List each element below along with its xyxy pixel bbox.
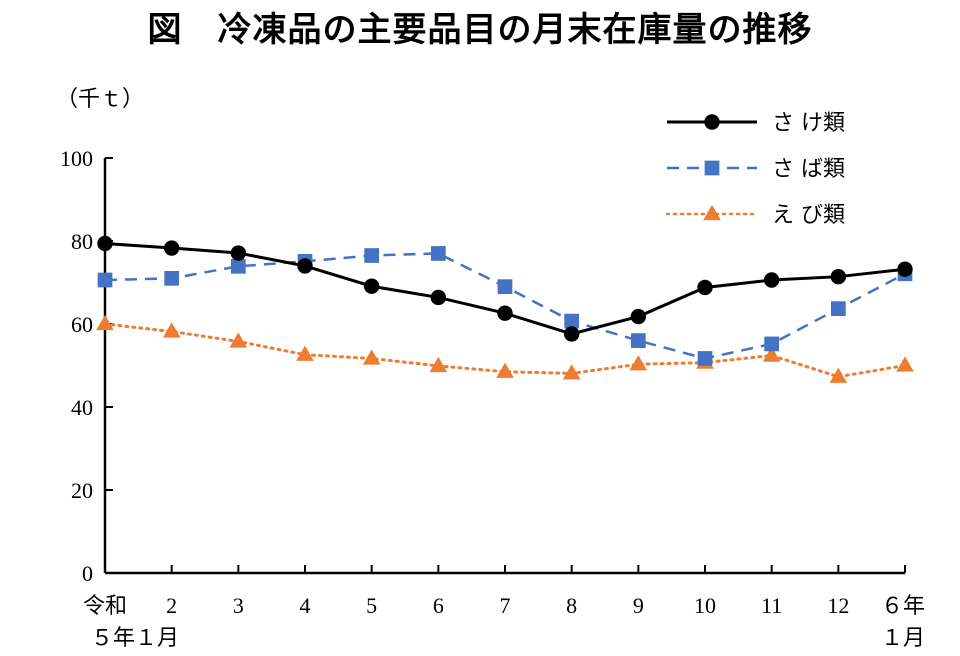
data-point xyxy=(830,268,847,285)
data-point xyxy=(430,246,446,261)
data-point xyxy=(830,301,846,316)
data-point xyxy=(163,240,180,256)
y-tick-label: 60 xyxy=(71,312,93,337)
x-tick-label: 6 xyxy=(433,593,444,618)
x-tick-label: 9 xyxy=(633,593,644,618)
legend-label: さ け類 xyxy=(772,111,845,136)
data-point xyxy=(296,345,314,361)
data-point xyxy=(896,356,914,372)
y-tick-label: 0 xyxy=(82,561,93,586)
data-point xyxy=(363,278,380,294)
axes: 0 20 40 60 80 100 令和 ５年１月 2 3 4 5 6 7 8 9 10 11 12 ６年 １月 xyxy=(60,146,925,650)
series-layer xyxy=(96,235,914,383)
chart-title: 図 冷凍品の主要品目の月末在庫量の推移 xyxy=(147,10,813,50)
data-point xyxy=(764,336,780,352)
data-point xyxy=(829,367,848,383)
data-point xyxy=(230,245,247,261)
data-point xyxy=(630,308,647,325)
x-tick-label: 2 xyxy=(166,593,177,618)
x-tick-label: 8 xyxy=(566,593,577,618)
data-point xyxy=(630,333,646,348)
data-point xyxy=(364,248,380,263)
data-point xyxy=(897,261,913,277)
data-point xyxy=(164,271,180,286)
x-tick-label: 7 xyxy=(500,593,511,618)
data-point xyxy=(562,364,581,380)
x-tick-label: 10 xyxy=(694,593,716,618)
legend: さ け類さ ば類え び類 xyxy=(665,111,845,228)
x-tick-label: ６年 xyxy=(881,593,925,618)
y-tick-label: 40 xyxy=(71,395,93,420)
data-point xyxy=(297,258,313,274)
series-triangle xyxy=(96,314,914,383)
data-point xyxy=(763,272,780,288)
data-point xyxy=(697,351,713,366)
legend-marker xyxy=(704,160,720,176)
legend-label: さ ば類 xyxy=(772,157,845,182)
x-tick-label: ５年１月 xyxy=(91,625,179,650)
x-tick-label: 5 xyxy=(366,593,377,618)
data-point xyxy=(497,279,513,294)
data-point xyxy=(96,314,114,331)
data-point xyxy=(229,332,248,348)
y-tick-label: 100 xyxy=(60,146,93,171)
data-point xyxy=(762,346,781,362)
data-point xyxy=(162,322,181,338)
y-tick-label: 20 xyxy=(71,478,93,503)
legend-entry: え び類 xyxy=(665,203,845,228)
data-point xyxy=(430,289,447,306)
x-tick-label: 3 xyxy=(233,593,244,618)
legend-entry: さ け類 xyxy=(667,111,845,136)
y-axis-unit-label: （千ｔ） xyxy=(56,87,144,112)
legend-label: え び類 xyxy=(772,203,845,228)
data-point xyxy=(563,326,580,342)
data-point xyxy=(496,362,514,378)
x-tick-label: 12 xyxy=(827,593,849,618)
data-point xyxy=(362,349,381,365)
data-point xyxy=(564,313,580,329)
x-tick-label: 11 xyxy=(761,593,782,618)
x-tick-label: １月 xyxy=(881,625,925,650)
data-point xyxy=(629,355,648,371)
y-tick-label: 80 xyxy=(71,229,93,254)
data-point xyxy=(230,258,246,274)
data-point xyxy=(429,356,448,373)
legend-marker xyxy=(704,114,720,130)
data-point xyxy=(497,305,513,321)
x-tick-label: 4 xyxy=(300,593,311,618)
legend-entry: さ ば類 xyxy=(667,157,845,182)
data-point xyxy=(697,279,713,296)
x-tick-label: 令和 xyxy=(83,593,127,618)
data-point xyxy=(97,272,113,288)
data-point xyxy=(97,235,113,252)
series-circle xyxy=(97,235,913,342)
legend-marker xyxy=(703,204,721,221)
